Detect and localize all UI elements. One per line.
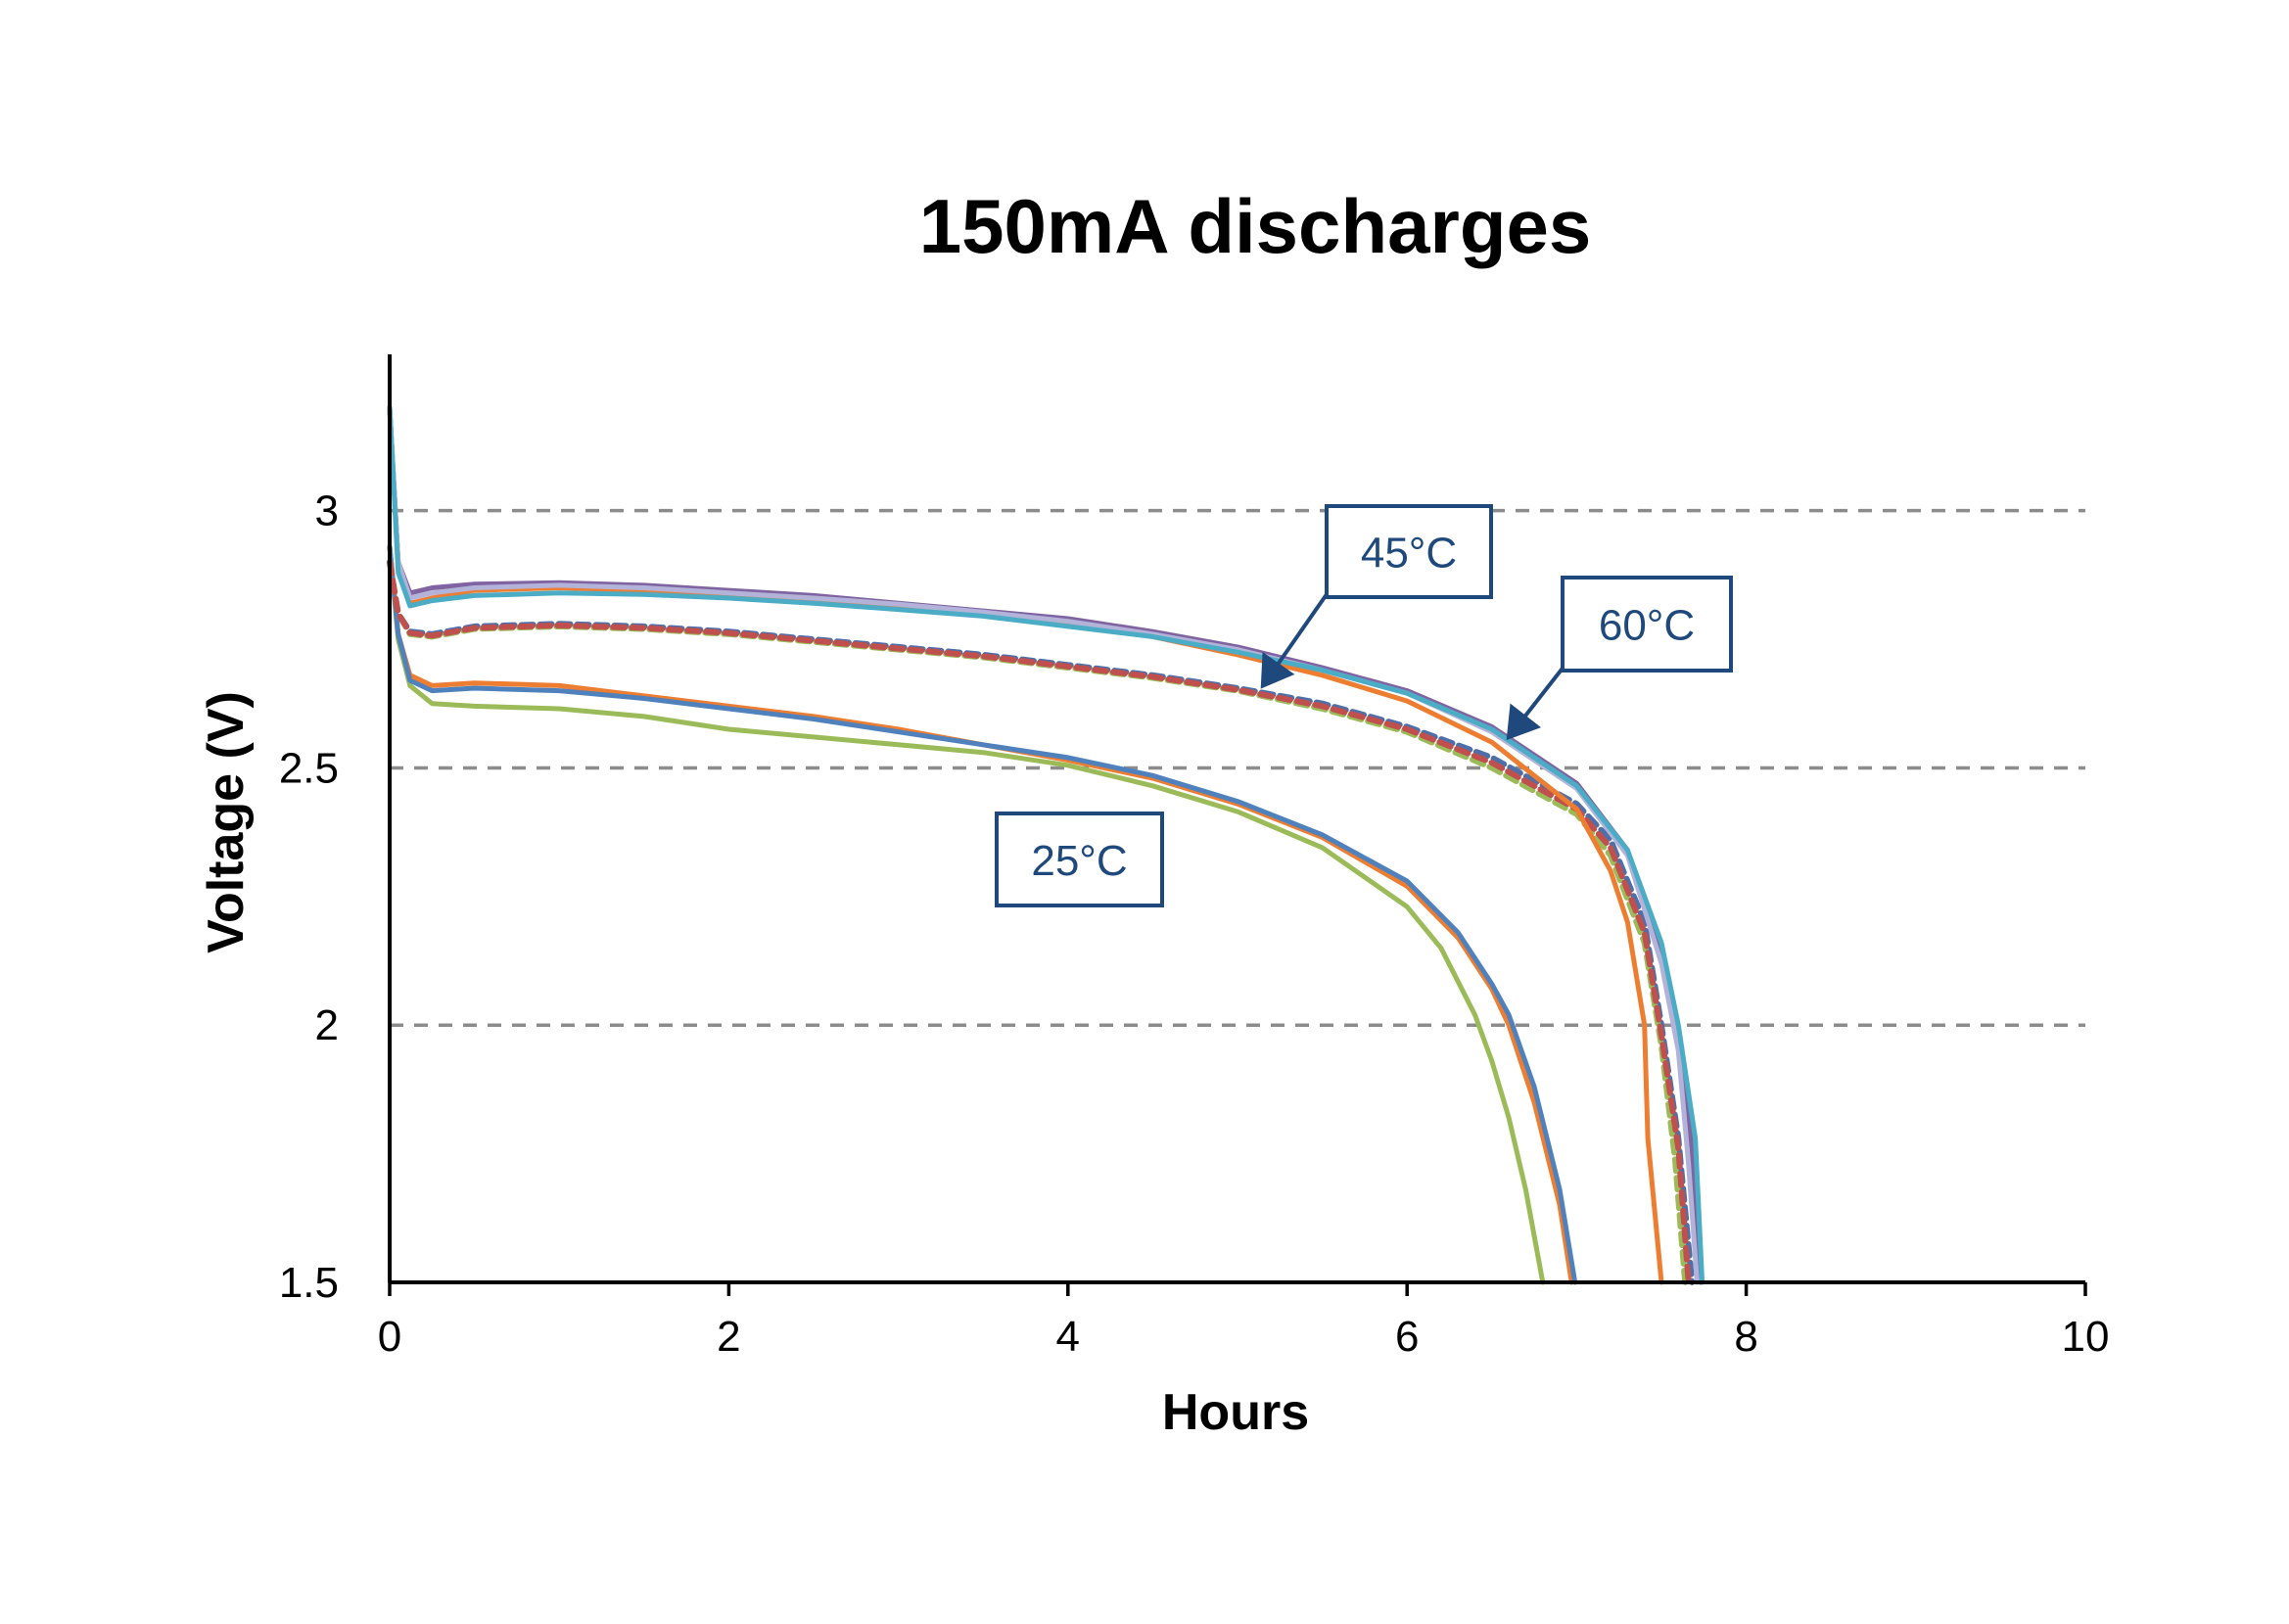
series-line-9 [387,405,1700,1285]
series-line-1 [387,544,1546,1285]
x-tick-label-0: 0 [378,1313,401,1361]
chart-title: 150mA discharges [919,183,1591,269]
annotation-arrow-45c [1260,585,1333,689]
series-line-10 [387,405,1705,1285]
y-tick-label-3: 3 [315,487,339,535]
x-tick-label-6: 6 [1395,1313,1419,1361]
series-line-3 [387,544,1578,1285]
annotation-label-25c: 25°C [1031,837,1127,885]
annotation-box-45c [1325,504,1493,599]
y-tick-label-2.5: 2.5 [279,744,339,792]
annotation-box-25c [995,812,1164,907]
annotation-box-60c [1561,576,1733,673]
series-lines [387,405,1705,1285]
series-line-7 [387,405,1664,1285]
y-tick-label-1.5: 1.5 [279,1259,339,1307]
x-tick-label-8: 8 [1734,1313,1757,1361]
annotation-label-60c: 60°C [1599,602,1695,650]
y-axis-label: Voltage (V) [198,691,255,953]
annotation-arrow-60c [1506,664,1566,741]
axes: 0 2 4 6 8 10 1.5 2 2.5 3 [279,354,2110,1361]
x-tick-label-4: 4 [1056,1313,1080,1361]
annotation-label-45c: 45°C [1361,530,1457,578]
x-axis-label: Hours [1162,1384,1309,1441]
annotations: 45°C 60°C 25°C [995,504,1733,907]
x-tick-label-2: 2 [717,1313,740,1361]
series-line-6 [387,559,1692,1285]
x-tick-label-10: 10 [2062,1313,2110,1361]
y-tick-label-2: 2 [315,1001,339,1049]
gridlines [390,508,2085,1027]
